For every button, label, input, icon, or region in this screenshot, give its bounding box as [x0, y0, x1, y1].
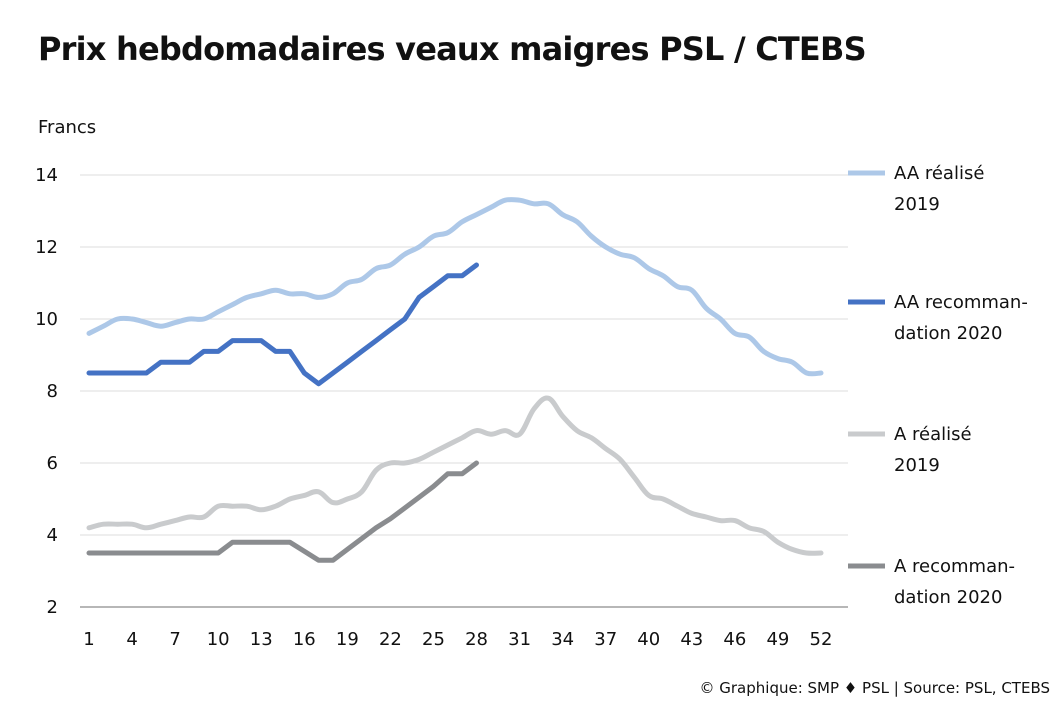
legend-label-3: dation 2020 [894, 587, 1002, 608]
x-tick-label: 1 [83, 629, 94, 650]
y-tick-label: 12 [35, 237, 58, 258]
x-tick-label: 43 [680, 629, 703, 650]
x-tick-label: 52 [810, 629, 833, 650]
legend-label-2: A réalisé [894, 424, 972, 445]
x-tick-label: 31 [508, 629, 531, 650]
x-tick-label: 25 [422, 629, 445, 650]
legend-label-2: 2019 [894, 455, 940, 476]
x-tick-label: 4 [126, 629, 137, 650]
x-tick-label: 7 [169, 629, 180, 650]
legend-label-3: A recomman- [894, 556, 1015, 577]
x-tick-label: 46 [723, 629, 746, 650]
y-tick-label: 6 [47, 453, 58, 474]
x-tick-label: 37 [594, 629, 617, 650]
x-tick-label: 16 [293, 629, 316, 650]
y-tick-label: 4 [47, 525, 58, 546]
x-tick-label: 19 [336, 629, 359, 650]
y-tick-label: 2 [47, 597, 58, 618]
y-axis-ticks: 2 4 6 8 10 12 14 [35, 165, 58, 618]
series-line-0 [86, 196, 824, 377]
y-axis-unit-label: Francs [38, 117, 97, 138]
y-tick-label: 8 [47, 381, 58, 402]
gridlines [80, 174, 848, 608]
y-tick-label: 14 [35, 165, 58, 186]
y-tick-label: 10 [35, 309, 58, 330]
source-footer: © Graphique: SMP ♦ PSL | Source: PSL, CT… [699, 679, 1051, 697]
legend-label-1: dation 2020 [894, 323, 1002, 344]
x-tick-label: 34 [551, 629, 574, 650]
x-tick-label: 28 [465, 629, 488, 650]
legend-label-0: AA réalisé [894, 163, 984, 184]
x-tick-label: 49 [766, 629, 789, 650]
legend-label-0: 2019 [894, 194, 940, 215]
legend: AA réalisé 2019 AA recomman-dation 2020 A r… [848, 163, 1028, 608]
legend-label-1: AA recomman- [894, 292, 1028, 313]
chart-title: Prix hebdomadaires veaux maigres PSL / C… [38, 30, 867, 68]
series-line-2 [86, 395, 824, 556]
x-axis-ticks: 1 4 7 10 13 16 19 22 25 28 31 34 37 40 43 46 49 52 [83, 629, 832, 650]
x-tick-label: 40 [637, 629, 660, 650]
series-line-1 [86, 262, 479, 387]
series-line-3 [86, 460, 479, 563]
x-tick-label: 10 [207, 629, 230, 650]
series-lines [86, 196, 824, 563]
x-tick-label: 13 [250, 629, 273, 650]
x-tick-label: 22 [379, 629, 402, 650]
